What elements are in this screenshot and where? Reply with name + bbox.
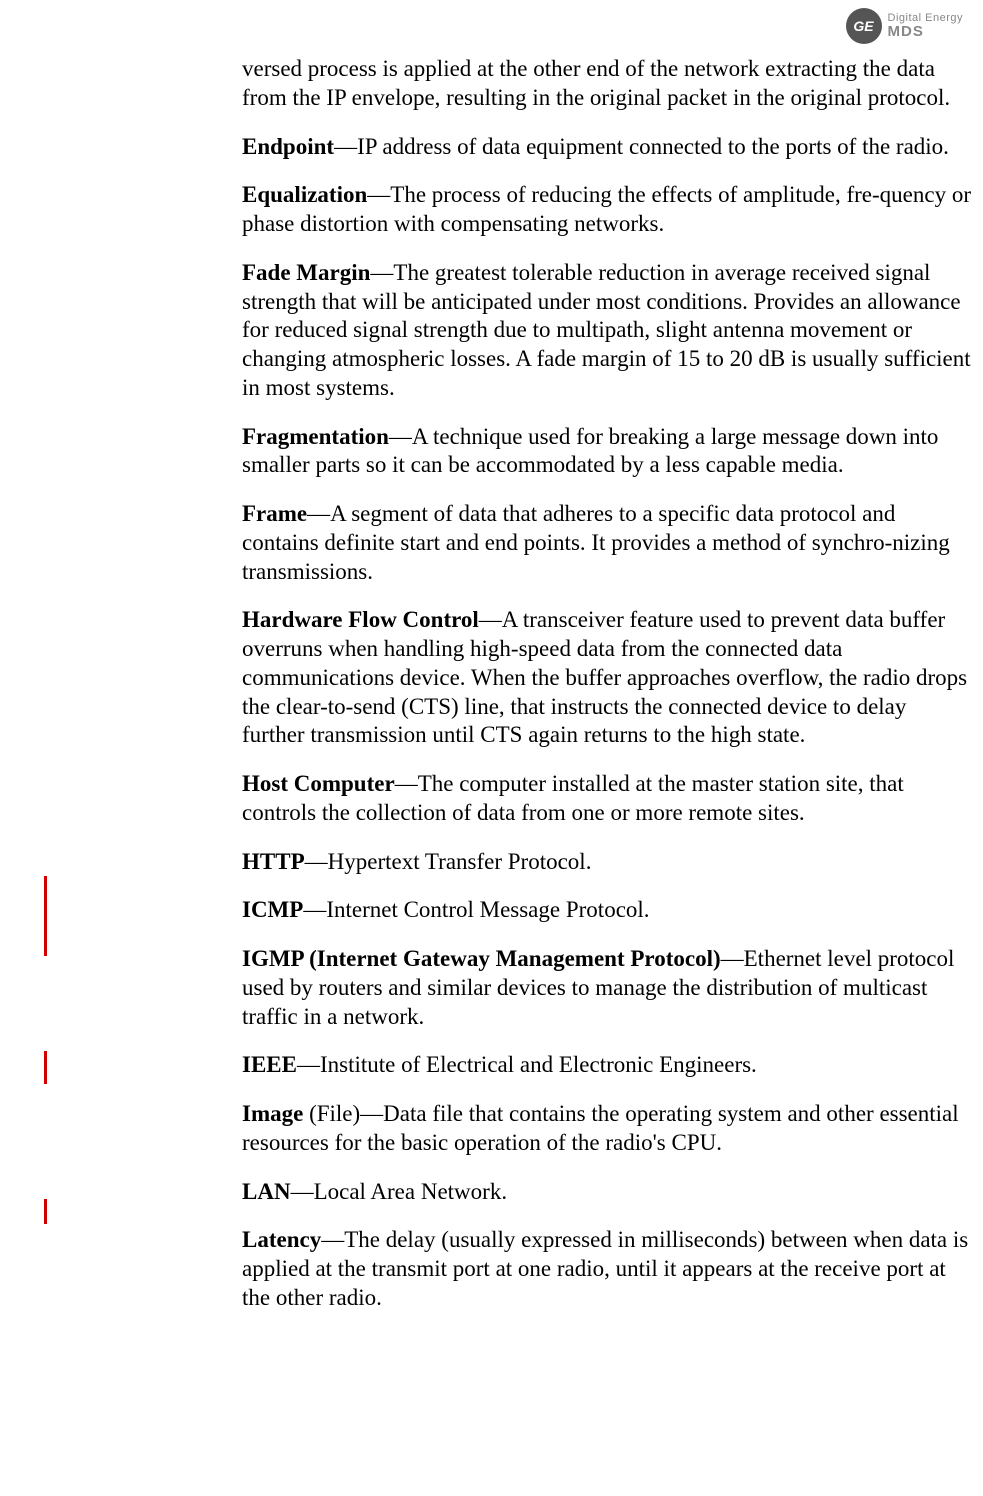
icmp-term: ICMP: [242, 897, 303, 922]
ieee-para: IEEE—Institute of Electrical and Electro…: [242, 1051, 972, 1080]
icmp-def: —Internet Control Message Protocol.: [303, 897, 649, 922]
ieee-term: IEEE: [242, 1052, 297, 1077]
fademargin-term: Fade Margin: [242, 260, 370, 285]
latency-def: —The delay (usually expressed in millise…: [242, 1227, 968, 1310]
change-bar-2: [44, 1051, 47, 1084]
ieee-def: —Institute of Electrical and Electronic …: [297, 1052, 757, 1077]
definitions-content: versed process is applied at the other e…: [242, 55, 972, 1333]
fragmentation-term: Fragmentation: [242, 424, 389, 449]
logo-text: Digital Energy MDS: [888, 13, 963, 39]
frame-def: —A segment of data that adheres to a spe…: [242, 501, 950, 584]
fademargin-para: Fade Margin—The greatest tolerable reduc…: [242, 259, 972, 403]
host-term: Host Computer: [242, 771, 395, 796]
brand-logo: GE Digital Energy MDS: [846, 8, 963, 44]
logo-line2: MDS: [888, 24, 963, 39]
endpoint-para: Endpoint—IP address of data equipment co…: [242, 133, 972, 162]
hwflow-term: Hardware Flow Control: [242, 607, 479, 632]
endpoint-term: Endpoint: [242, 134, 334, 159]
image-para: Image (File)—Data file that contains the…: [242, 1100, 972, 1158]
fragmentation-para: Fragmentation—A technique used for break…: [242, 423, 972, 481]
ge-monogram-text: GE: [853, 18, 873, 34]
image-def: (File)—Data file that contains the opera…: [242, 1101, 959, 1155]
intro-para: versed process is applied at the other e…: [242, 55, 972, 113]
endpoint-def: —IP address of data equipment connected …: [334, 134, 949, 159]
igmp-term: IGMP (Internet Gateway Management Protoc…: [242, 946, 721, 971]
lan-term: LAN: [242, 1179, 291, 1204]
ge-monogram-icon: GE: [846, 8, 882, 44]
change-bar-1: [44, 876, 47, 956]
lan-para: LAN—Local Area Network.: [242, 1178, 972, 1207]
latency-para: Latency—The delay (usually expressed in …: [242, 1226, 972, 1312]
igmp-para: IGMP (Internet Gateway Management Protoc…: [242, 945, 972, 1031]
lan-def: —Local Area Network.: [291, 1179, 508, 1204]
host-para: Host Computer—The computer installed at …: [242, 770, 972, 828]
intro-text: versed process is applied at the other e…: [242, 56, 950, 110]
frame-para: Frame—A segment of data that adheres to …: [242, 500, 972, 586]
http-def: —Hypertext Transfer Protocol.: [305, 849, 592, 874]
latency-term: Latency: [242, 1227, 321, 1252]
image-term: Image: [242, 1101, 303, 1126]
http-para: HTTP—Hypertext Transfer Protocol.: [242, 848, 972, 877]
page-container: GE Digital Energy MDS versed process is …: [0, 0, 983, 10]
http-term: HTTP: [242, 849, 305, 874]
icmp-para: ICMP—Internet Control Message Protocol.: [242, 896, 972, 925]
change-bar-3: [44, 1199, 47, 1224]
equalization-para: Equalization—The process of reducing the…: [242, 181, 972, 239]
frame-term: Frame: [242, 501, 307, 526]
equalization-term: Equalization: [242, 182, 367, 207]
hwflow-para: Hardware Flow Control—A transceiver feat…: [242, 606, 972, 750]
